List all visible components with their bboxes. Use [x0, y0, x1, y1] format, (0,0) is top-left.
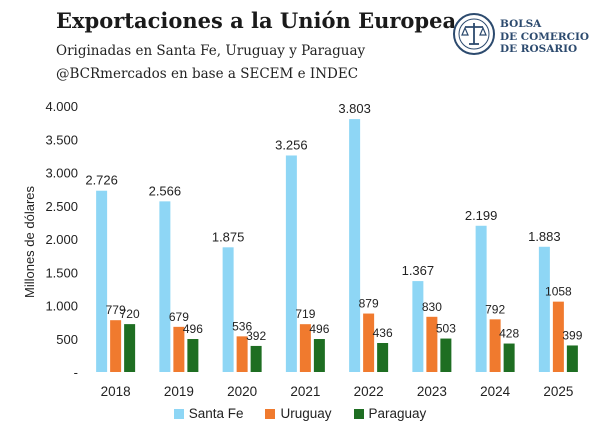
data-label: 1.367	[402, 263, 435, 278]
y-tick-label: 3.500	[45, 132, 78, 147]
y-axis-label: Millones de dólares	[22, 186, 37, 299]
data-label: 392	[246, 329, 266, 343]
bar-paraguay-2018	[124, 324, 136, 372]
data-label: 779	[106, 303, 126, 317]
data-label: 1058	[545, 285, 572, 299]
data-label: 2.199	[465, 208, 498, 223]
logo-text: BOLSA DE COMERCIO DE ROSARIO	[500, 18, 589, 56]
data-label: 1.883	[528, 229, 561, 244]
y-tick-label: 4.000	[45, 99, 78, 114]
y-tick-label: 3.000	[45, 166, 78, 181]
data-label: 2.726	[85, 173, 118, 188]
data-label: 720	[120, 307, 140, 321]
x-tick-label: 2019	[164, 384, 194, 399]
bar-uruguay-2018	[110, 320, 122, 372]
legend-swatch	[265, 408, 276, 419]
bar-santa-fe-2021	[285, 155, 297, 372]
x-tick-label: 2021	[290, 384, 320, 399]
bar-uruguay-2019	[173, 326, 185, 372]
x-tick-label: 2024	[480, 384, 511, 399]
y-tick-label: 500	[56, 332, 78, 347]
bar-paraguay-2023	[440, 338, 452, 372]
legend-swatch	[173, 408, 184, 419]
bar-santa-fe-2023	[412, 281, 424, 372]
bar-uruguay-2021	[299, 324, 311, 372]
bar-santa-fe-2025	[538, 246, 550, 372]
bar-paraguay-2019	[187, 339, 199, 372]
data-label: 1.875	[212, 229, 245, 244]
bars: 2.7267797202.5666794961.8755363923.25671…	[85, 101, 583, 373]
bar-uruguay-2020	[236, 336, 248, 372]
data-label: 3.256	[275, 137, 308, 152]
x-tick-label: 2023	[417, 384, 447, 399]
bar-paraguay-2024	[503, 343, 515, 372]
bar-paraguay-2021	[313, 339, 325, 372]
legend-label: Paraguay	[368, 406, 427, 421]
data-label: 719	[295, 307, 315, 321]
data-label: 2.566	[149, 183, 182, 198]
legend-item: Santa Fe	[173, 406, 244, 421]
data-label: 436	[373, 326, 393, 340]
bar-santa-fe-2018	[96, 190, 108, 372]
data-label: 496	[183, 322, 203, 336]
legend-item: Paraguay	[353, 406, 427, 421]
bar-uruguay-2025	[552, 301, 564, 372]
bar-uruguay-2024	[489, 319, 501, 372]
data-label: 679	[169, 310, 189, 324]
x-tick-label: 2020	[227, 384, 257, 399]
data-label: 830	[422, 300, 442, 314]
logo-line-1: BOLSA	[500, 18, 542, 30]
legend-label: Santa Fe	[188, 406, 244, 421]
chart-subtitle: Originadas en Santa Fe, Uruguay y Paragu…	[56, 43, 366, 59]
bar-paraguay-2025	[566, 345, 578, 372]
x-tick-label: 2025	[543, 384, 573, 399]
bcr-logo: BOLSA DE COMERCIO DE ROSARIO	[452, 12, 592, 60]
x-tick-label: 2022	[354, 384, 384, 399]
data-label: 536	[232, 319, 252, 333]
bar-uruguay-2022	[363, 313, 375, 372]
data-label: 428	[499, 327, 519, 341]
y-tick-label: -	[74, 365, 78, 380]
bar-santa-fe-2019	[159, 201, 171, 372]
data-label: 879	[359, 297, 379, 311]
x-tick-label: 2018	[101, 384, 131, 399]
bar-santa-fe-2024	[475, 225, 487, 372]
y-tick-label: 1.500	[45, 265, 78, 280]
bar-uruguay-2023	[426, 316, 438, 372]
data-label: 3.803	[338, 101, 371, 116]
bar-paraguay-2020	[250, 345, 262, 372]
legend-label: Uruguay	[280, 406, 332, 421]
legend: Santa Fe Uruguay Paraguay	[0, 406, 600, 421]
y-tick-label: 2.000	[45, 232, 78, 247]
chart-source: @BCRmercados en base a SECEM e INDEC	[56, 66, 359, 82]
data-label: 792	[485, 302, 505, 316]
logo-line-2: DE COMERCIO	[500, 30, 590, 43]
bar-santa-fe-2022	[349, 119, 361, 373]
bar-paraguay-2022	[377, 343, 389, 372]
data-label: 496	[309, 322, 329, 336]
legend-item: Uruguay	[265, 406, 332, 421]
y-axis-ticks: - 500 1.000 1.500 2.000 2.500 3.000 3.500 4.000	[45, 99, 78, 380]
legend-swatch	[353, 408, 364, 419]
logo-line-3: DE ROSARIO	[500, 43, 578, 55]
scales-of-justice-seal-icon	[453, 13, 495, 55]
y-tick-label: 2.500	[45, 199, 78, 214]
y-tick-label: 1.000	[45, 299, 78, 314]
x-axis-ticks: 2018 2019 2020 2021 2022 2023 2024 2025	[101, 384, 574, 399]
data-label: 503	[436, 322, 456, 336]
data-label: 399	[562, 328, 582, 342]
bar-santa-fe-2020	[222, 247, 234, 372]
chart-title: Exportaciones a la Unión Europea	[56, 8, 457, 33]
